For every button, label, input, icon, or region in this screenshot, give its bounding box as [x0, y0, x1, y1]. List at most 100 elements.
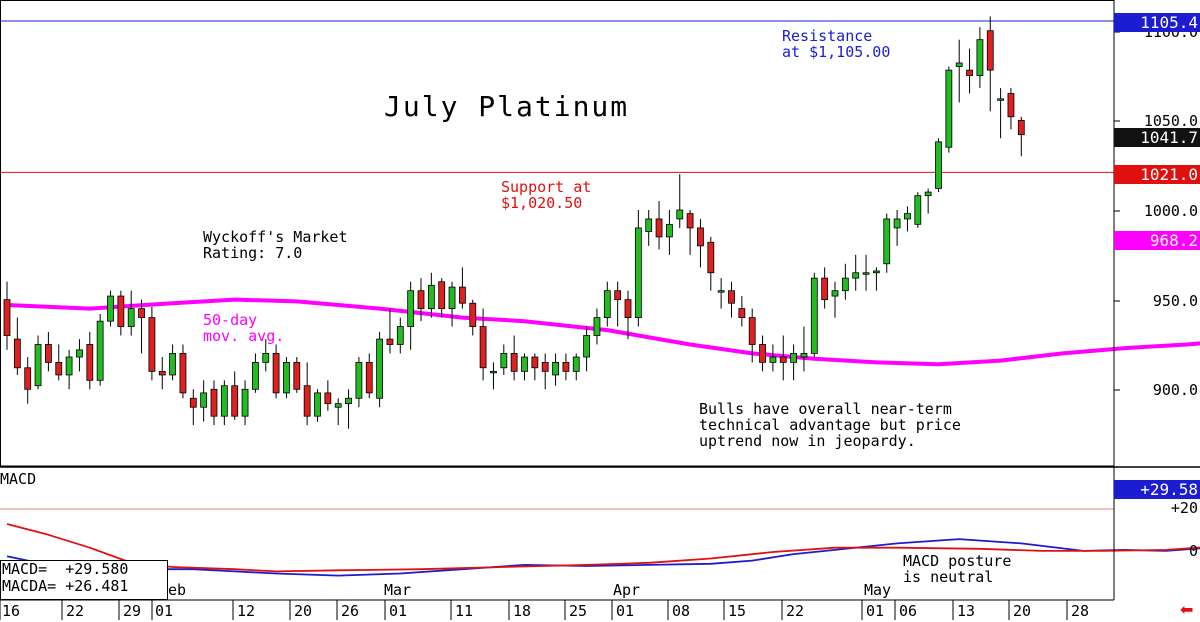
candle-body: [510, 353, 518, 372]
x-tick-label: 28: [1071, 602, 1090, 620]
candle-body: [728, 290, 735, 304]
candle-body: [583, 335, 590, 358]
candle-body: [458, 286, 466, 304]
candlestick: [810, 272, 818, 358]
candlestick: [676, 174, 684, 228]
candlestick: [862, 254, 870, 291]
candle-body: [407, 290, 415, 327]
market-rating-label: Wyckoff's Market Rating: 7.0: [203, 228, 348, 262]
candle-body: [24, 367, 32, 390]
candle-body: [552, 362, 559, 376]
candle-body: [169, 353, 177, 376]
candle-body: [645, 218, 653, 232]
candlestick: [55, 344, 63, 381]
candlestick: [231, 371, 239, 420]
macd-y-tick-label: +20: [1170, 499, 1198, 517]
candle-body: [76, 349, 83, 358]
candle-body: [759, 344, 766, 363]
price-tag-moving-average: 968.2: [1114, 231, 1200, 250]
candlestick: [138, 299, 145, 354]
candlestick: [448, 281, 456, 327]
candle-body: [438, 281, 446, 310]
candle-body: [986, 30, 994, 71]
candle-body: [810, 277, 818, 354]
candlestick: [479, 308, 487, 381]
candlestick: [396, 317, 404, 354]
candle-body: [355, 362, 363, 399]
candlestick: [873, 267, 880, 291]
candle-body: [3, 299, 11, 336]
candle-body: [686, 213, 694, 229]
candle-body: [790, 353, 797, 363]
candlestick: [821, 267, 829, 309]
candle-body: [562, 362, 570, 372]
x-tick-label: 20: [1013, 602, 1032, 620]
candlestick: [334, 398, 342, 426]
candle-body: [231, 385, 239, 417]
candle-body: [210, 388, 218, 417]
candlestick: [117, 290, 125, 336]
candle-body: [283, 362, 290, 394]
x-tick-label: 15: [728, 602, 747, 620]
moving-average-label: 50-day mov. avg.: [203, 311, 285, 345]
candlestick: [717, 278, 725, 309]
candle-body: [904, 213, 911, 220]
candle-body: [469, 302, 477, 327]
moving-average-layer: [6, 297, 1200, 367]
candlestick: [645, 210, 653, 246]
candlestick: [158, 357, 166, 390]
macda-readout-value: +26.481: [65, 577, 129, 595]
scroll-left-arrow-icon[interactable]: ⬅: [1180, 600, 1194, 619]
x-tick-label: 26: [341, 602, 360, 620]
candlestick: [572, 353, 580, 381]
candle-body: [603, 290, 611, 318]
candlestick: [603, 281, 611, 327]
x-tick-label: 01: [866, 602, 885, 620]
x-tick-label: 20: [294, 602, 313, 620]
candle-body: [831, 290, 839, 297]
candle-body: [924, 191, 932, 197]
candlestick: [324, 380, 332, 411]
x-tick-label: 22: [66, 602, 85, 620]
candle-body: [1007, 93, 1015, 118]
x-tick-label: 22: [786, 602, 805, 620]
candlestick: [127, 290, 135, 336]
chart-title: July Platinum: [384, 90, 630, 123]
candle-body: [862, 272, 870, 275]
candlestick: [65, 349, 73, 390]
candle-body: [738, 308, 746, 318]
candle-body: [541, 362, 549, 372]
candle-body: [500, 353, 508, 369]
candle-body: [241, 388, 249, 417]
month-label: eb: [168, 581, 187, 599]
candlestick: [966, 48, 973, 94]
candlestick: [852, 254, 860, 291]
candle-body: [676, 209, 684, 220]
candlestick: [417, 278, 425, 322]
candlestick: [666, 210, 673, 255]
reference-lines: [0, 20, 1114, 173]
candlestick: [541, 353, 549, 390]
candlestick: [355, 357, 363, 408]
support-label: Support at $1,020.50: [501, 178, 592, 212]
candle-body: [148, 317, 156, 372]
x-tick-label: 01: [616, 602, 635, 620]
candle-body: [697, 227, 704, 247]
candlestick: [283, 357, 290, 399]
candlestick: [427, 272, 435, 318]
x-tick-label: 25: [569, 602, 588, 620]
candlestick: [303, 362, 311, 426]
candlestick: [707, 236, 715, 291]
candlestick: [45, 331, 52, 372]
candle-body: [490, 370, 497, 374]
candle-body: [873, 270, 880, 274]
x-tick-label: 11: [455, 602, 474, 620]
candle-body: [65, 356, 73, 376]
month-label: May: [864, 581, 892, 599]
candlestick: [407, 281, 415, 350]
candlestick: [490, 362, 497, 390]
candle-body: [251, 362, 259, 390]
candle-body: [614, 290, 622, 301]
x-tick-label: 18: [513, 602, 532, 620]
